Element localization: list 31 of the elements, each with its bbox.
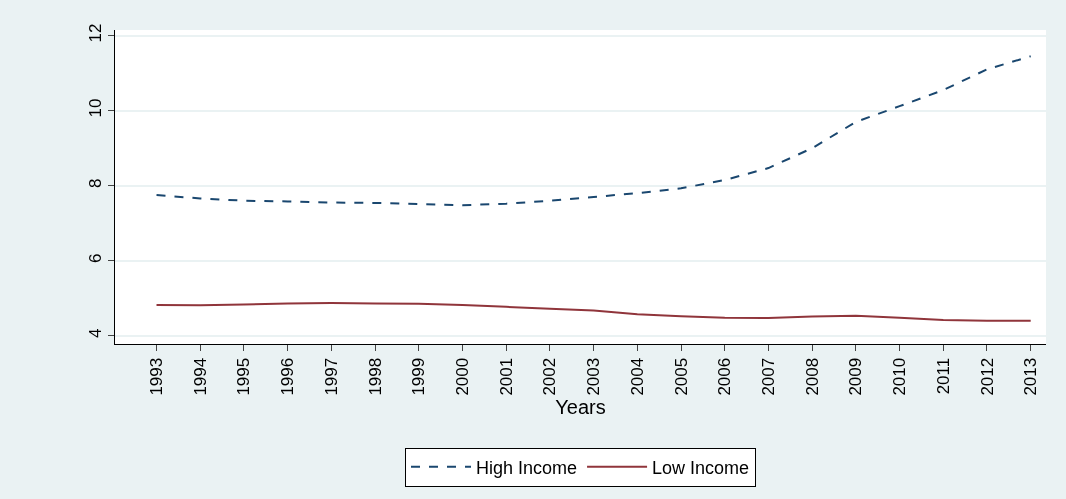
x-tick-label: 2004 xyxy=(627,357,647,396)
x-tick-label: 2006 xyxy=(715,357,735,396)
x-tick-label: 2003 xyxy=(584,357,604,396)
y-tick-label: 12 xyxy=(86,23,106,43)
x-tick-label: 1993 xyxy=(147,357,167,396)
x-tick-label: 2013 xyxy=(1021,357,1041,396)
x-tick-label: 2009 xyxy=(846,357,866,396)
x-tick-label: 1995 xyxy=(234,357,254,396)
y-tick-label: 10 xyxy=(86,98,106,118)
line-series xyxy=(155,302,1032,322)
x-tick-label: 2012 xyxy=(977,357,997,396)
x-tick-label: 2000 xyxy=(453,357,473,396)
line-series xyxy=(155,55,1032,207)
x-tick-label: 2010 xyxy=(890,357,910,396)
x-tick-label: 2008 xyxy=(802,357,822,396)
x-axis-title: Years xyxy=(555,395,606,418)
x-tick-label: 2002 xyxy=(540,357,560,396)
y-tick-label: 6 xyxy=(86,253,106,263)
x-tick-label: 2007 xyxy=(758,357,778,396)
x-tick-label: 1994 xyxy=(190,357,210,396)
x-tick-label: 1998 xyxy=(365,357,385,396)
x-tick-label: 2001 xyxy=(496,357,516,396)
x-tick-label: 1999 xyxy=(409,357,429,396)
x-tick-label: 1996 xyxy=(278,357,298,396)
x-tick-label: 2011 xyxy=(933,357,953,395)
y-tick-label: 4 xyxy=(86,328,106,338)
x-tick-label: 1997 xyxy=(321,357,341,396)
legend-label: Low Income xyxy=(652,457,750,478)
y-tick-label: 8 xyxy=(86,178,106,188)
x-tick-label: 2005 xyxy=(671,357,691,396)
legend-label: High Income xyxy=(476,457,578,478)
